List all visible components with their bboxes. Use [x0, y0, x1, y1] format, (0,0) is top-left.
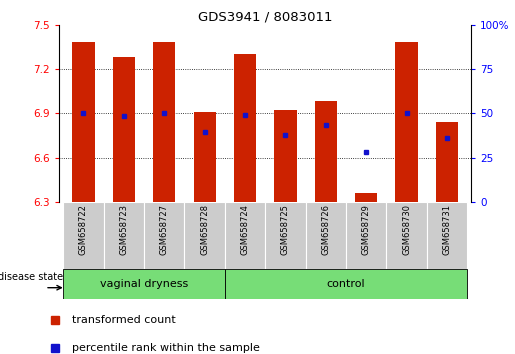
Bar: [113, 57, 135, 202]
Bar: [355, 193, 377, 202]
Bar: [153, 42, 175, 202]
Bar: [396, 42, 418, 202]
Bar: [305, 202, 346, 269]
Bar: [184, 202, 225, 269]
Bar: [386, 202, 427, 269]
Bar: [225, 269, 467, 299]
Bar: [63, 202, 104, 269]
Text: disease state: disease state: [0, 273, 63, 282]
Bar: [104, 202, 144, 269]
Text: GSM658722: GSM658722: [79, 205, 88, 255]
Text: GSM658730: GSM658730: [402, 205, 411, 256]
Text: GSM658725: GSM658725: [281, 205, 290, 255]
Bar: [234, 54, 256, 202]
Bar: [274, 110, 297, 202]
Text: GSM658723: GSM658723: [119, 205, 128, 256]
Bar: [72, 42, 95, 202]
Title: GDS3941 / 8083011: GDS3941 / 8083011: [198, 11, 333, 24]
Bar: [436, 122, 458, 202]
Text: control: control: [327, 279, 365, 289]
Text: GSM658727: GSM658727: [160, 205, 169, 256]
Bar: [346, 202, 386, 269]
Text: transformed count: transformed count: [72, 314, 176, 325]
Text: percentile rank within the sample: percentile rank within the sample: [72, 343, 260, 353]
Bar: [144, 202, 184, 269]
Bar: [225, 202, 265, 269]
Text: GSM658728: GSM658728: [200, 205, 209, 256]
Bar: [194, 112, 216, 202]
Text: GSM658729: GSM658729: [362, 205, 371, 255]
Bar: [63, 269, 225, 299]
Bar: [427, 202, 467, 269]
Bar: [265, 202, 305, 269]
Bar: [315, 102, 337, 202]
Text: GSM658726: GSM658726: [321, 205, 330, 256]
Text: GSM658731: GSM658731: [442, 205, 452, 256]
Text: GSM658724: GSM658724: [241, 205, 250, 255]
Text: vaginal dryness: vaginal dryness: [100, 279, 188, 289]
